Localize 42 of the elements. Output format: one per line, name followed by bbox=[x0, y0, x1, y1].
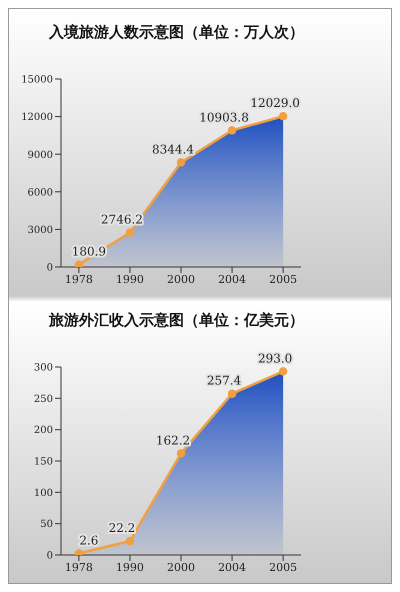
x-tick-label: 2000 bbox=[167, 272, 195, 286]
x-tick-label: 2004 bbox=[218, 272, 246, 286]
data-label: 2.6 bbox=[79, 533, 98, 548]
point bbox=[228, 126, 236, 135]
y-tick-label: 250 bbox=[34, 394, 53, 405]
x-tick-label: 1978 bbox=[64, 560, 93, 574]
point bbox=[126, 228, 134, 237]
y-tick-label: 9000 bbox=[28, 150, 53, 161]
point bbox=[176, 449, 186, 458]
y-tick-label: 0 bbox=[46, 262, 53, 274]
y-tick-label: 50 bbox=[40, 519, 53, 530]
point bbox=[278, 112, 288, 120]
point bbox=[228, 389, 236, 398]
y-tick-label: 12000 bbox=[21, 112, 53, 124]
y-tick-label: 15000 bbox=[21, 74, 53, 86]
data-label: 257.4 bbox=[206, 374, 242, 388]
point bbox=[278, 367, 288, 376]
data-label: 293.0 bbox=[258, 351, 292, 366]
x-tick-label: 1978 bbox=[64, 272, 93, 286]
y-tick-label: 3000 bbox=[28, 224, 53, 236]
data-label: 162.2 bbox=[156, 433, 190, 448]
x-tick-label: 2000 bbox=[167, 560, 195, 574]
x-tick-label: 2004 bbox=[218, 560, 246, 574]
y-tick-label: 150 bbox=[34, 456, 53, 468]
chart-title: 旅游外汇收入示意图（单位：亿美元） bbox=[48, 310, 305, 331]
data-label: 8344.4 bbox=[152, 142, 194, 156]
x-tick-label: 1990 bbox=[116, 560, 144, 574]
y-tick-label: 0 bbox=[46, 550, 53, 562]
data-label: 12029.0 bbox=[250, 96, 300, 110]
data-label: 22.2 bbox=[108, 521, 136, 536]
x-tick-label: 1990 bbox=[116, 272, 144, 286]
point bbox=[126, 536, 134, 546]
chart-title: 入境旅游人数示意图（单位：万人次） bbox=[48, 22, 305, 43]
x-tick-label: 2005 bbox=[269, 272, 298, 286]
data-label: 10903.8 bbox=[199, 110, 249, 124]
point bbox=[74, 260, 84, 267]
y-tick-label: 300 bbox=[34, 362, 53, 374]
y-tick-label: 100 bbox=[34, 488, 53, 499]
y-tick-label: 200 bbox=[34, 425, 53, 436]
y-tick-label: 6000 bbox=[28, 187, 53, 198]
x-tick-label: 2005 bbox=[269, 560, 298, 574]
point bbox=[176, 158, 186, 167]
